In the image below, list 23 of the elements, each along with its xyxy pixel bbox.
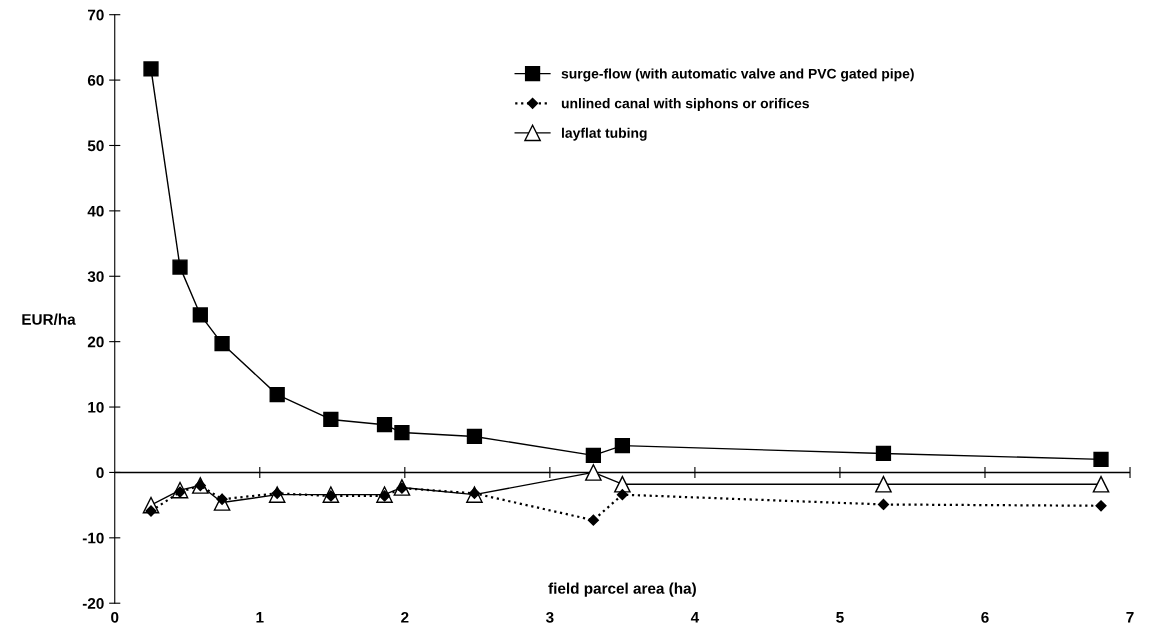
y-tick-label: 30 (87, 271, 104, 282)
x-tick-label: 6 (981, 611, 989, 623)
x-tick-label: 1 (256, 612, 264, 623)
x-tick-label: 7 (1126, 612, 1134, 623)
y-tick-label: 40 (87, 205, 104, 217)
y-axis-title: EUR/ha (22, 313, 76, 325)
y-tick-label: 70 (87, 9, 104, 21)
legend-label: unlined canal with siphons or orifices (561, 98, 809, 112)
x-tick-label: 5 (836, 612, 844, 623)
x-tick-label: 0 (111, 611, 119, 623)
y-tick-label: 60 (87, 74, 104, 86)
x-axis-title: field parcel area (ha) (548, 582, 696, 597)
legend-label: layflat tubing (562, 127, 647, 141)
y-tick-label: -10 (82, 532, 104, 544)
y-tick-label: 50 (87, 140, 104, 152)
y-tick-label: -20 (82, 598, 104, 609)
x-tick-label: 3 (545, 611, 554, 623)
x-tick-label: 4 (690, 612, 700, 623)
x-tick-label: 2 (401, 611, 409, 623)
y-tick-label: 10 (88, 401, 104, 413)
legend-label: surge-flow (with automatic valve and PVC gated pipe) (561, 68, 914, 82)
y-tick-label: 0 (96, 467, 104, 479)
y-tick-label: 20 (87, 336, 104, 348)
